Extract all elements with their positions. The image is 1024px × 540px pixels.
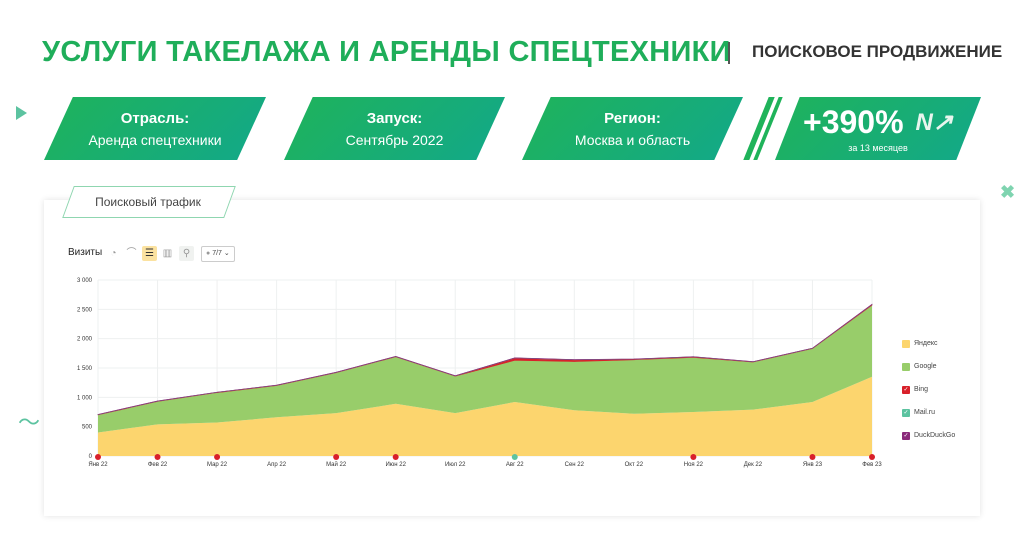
legend-item[interactable]: ✓ Mail.ru: [902, 401, 955, 424]
area-series-duckduckgo: [97, 303, 873, 415]
x-tick-label: Май 22: [326, 461, 347, 468]
pie-chart-icon[interactable]: ◔: [110, 248, 117, 259]
legend-label: Google: [914, 363, 937, 370]
area-series-google: [98, 305, 872, 433]
legend-label: Яндекс: [914, 340, 938, 347]
annotation-marker: [154, 454, 161, 460]
x-tick-label: Янв 23: [803, 462, 823, 468]
banner-growth: +390% N↗ за 13 месяцев: [775, 97, 981, 160]
banner-value: Сентябрь 2022: [345, 131, 444, 148]
stacked-area-icon[interactable]: ☰: [142, 246, 157, 261]
growth-value: +390%: [803, 104, 904, 140]
legend-label: DuckDuckGo: [914, 432, 956, 439]
banner-value: Аренда спецтехники: [88, 131, 222, 148]
x-tick-label: Фев 22: [148, 462, 168, 468]
legend-item[interactable]: ✓ Bing: [902, 378, 955, 401]
banner-region: Регион: Москва и область: [522, 97, 743, 160]
checkbox-icon[interactable]: ✓: [902, 408, 910, 417]
legend-label: Mail.ru: [914, 409, 936, 416]
banner-launch: Запуск: Сентябрь 2022: [284, 97, 505, 160]
annotation-marker: [392, 454, 399, 460]
x-tick-label: Сен 22: [565, 462, 585, 468]
banner-industry: Отрасль: Аренда спецтехники: [44, 97, 266, 160]
checkbox-icon[interactable]: ✓: [902, 385, 910, 394]
checkbox-icon[interactable]: ✓: [902, 431, 910, 440]
banner-label: Запуск:: [366, 109, 423, 127]
legend-item[interactable]: ✓ DuckDuckGo: [902, 424, 955, 447]
x-tick-label: Ноя 22: [684, 462, 704, 468]
filter-dropdown[interactable]: ● 7/7 ⌄: [201, 246, 235, 262]
chevron-down-icon: ⌄: [223, 250, 230, 257]
annotation-marker: [333, 454, 340, 460]
bar-chart-icon[interactable]: ▥: [162, 248, 173, 259]
y-tick-label: 2 500: [77, 307, 93, 313]
metric-label: Визиты: [68, 247, 103, 258]
x-tick-label: Мар 22: [207, 462, 228, 468]
x-tick-label: Авг 22: [506, 462, 524, 468]
x-tick-label: Апр 22: [267, 462, 287, 468]
annotation-marker: [95, 454, 101, 460]
legend-item[interactable]: Яндекс: [902, 332, 955, 355]
annotation-marker: [690, 454, 697, 460]
growth-caption: за 13 месяцев: [848, 143, 908, 153]
y-tick-label: 2 000: [77, 337, 93, 343]
x-tick-label: Окт 22: [625, 462, 644, 468]
y-tick-label: 1 500: [77, 366, 93, 372]
x-tick-label: Дек 22: [744, 462, 763, 468]
y-tick-label: 0: [89, 454, 93, 460]
cross-decoration-icon: ✖: [1000, 182, 1016, 202]
area-series-яндекс: [98, 376, 872, 456]
x-tick-label: Янв 22: [88, 462, 108, 468]
y-tick-label: 500: [82, 425, 93, 431]
divider: [728, 42, 730, 64]
annotation-marker: [511, 454, 518, 460]
legend-item[interactable]: Google: [902, 355, 955, 378]
x-tick-label: Июл 22: [445, 462, 466, 468]
annotation-marker: [809, 454, 816, 460]
section-tab-label: Поисковый трафик: [95, 195, 201, 209]
annotation-marker: [869, 454, 875, 460]
x-tick-label: Фев 23: [862, 462, 882, 468]
checkbox-icon[interactable]: [902, 339, 910, 348]
banner-label: Отрасль:: [120, 109, 190, 127]
growth-arrow-icon: N↗: [915, 109, 953, 136]
x-tick-label: Июн 22: [385, 462, 406, 468]
map-icon[interactable]: ⚲: [179, 246, 194, 261]
page-title: УСЛУГИ ТАКЕЛАЖА И АРЕНДЫ СПЕЦТЕХНИКИ: [42, 36, 731, 68]
chart-legend: Яндекс Google ✓ Bing ✓ Mail.ru ✓ DuckDuckGo: [902, 332, 955, 447]
banner-label: Регион:: [604, 109, 661, 127]
checkbox-icon[interactable]: [902, 362, 910, 371]
comment-icon: ●: [206, 250, 211, 257]
play-decoration-icon: [16, 106, 27, 120]
banner-value: Москва и область: [574, 131, 691, 148]
annotation-marker: [214, 454, 221, 460]
line-chart-icon[interactable]: ⌒: [126, 248, 137, 259]
wave-decoration-icon: 〜: [18, 410, 41, 435]
y-tick-label: 3 000: [77, 278, 93, 284]
page-subtitle: ПОИСКОВОЕ ПРОДВИЖЕНИЕ: [752, 42, 1003, 61]
filter-value: 7/7: [212, 250, 222, 257]
legend-label: Bing: [914, 386, 929, 393]
y-tick-label: 1 000: [77, 395, 93, 401]
